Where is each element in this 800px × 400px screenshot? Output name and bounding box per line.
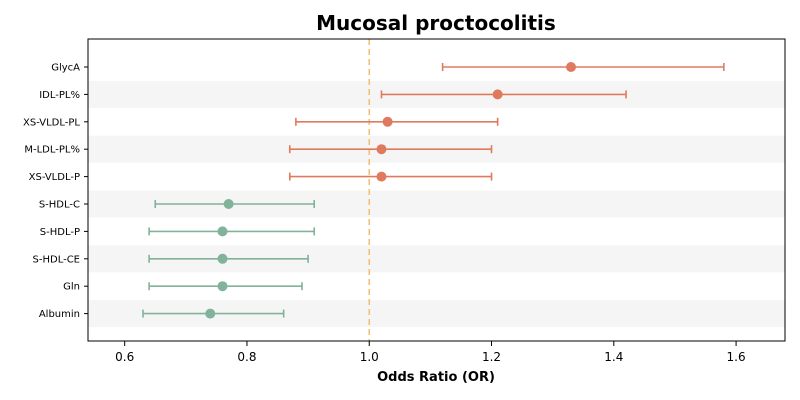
- forest-row: [288, 144, 493, 155]
- forest-row: [295, 116, 499, 127]
- y-tick-label: S-HDL-P: [40, 227, 80, 238]
- x-tick-label: 1.4: [604, 350, 623, 364]
- x-axis-ticks: 0.6 0.8 1.0 1.2 1.4 1.6: [115, 341, 746, 364]
- forest-row: [288, 171, 493, 182]
- forest-row: [142, 308, 285, 319]
- odds-ratio-point: [223, 199, 234, 209]
- odds-ratio-point: [382, 116, 393, 127]
- odds-ratio-point: [492, 89, 503, 100]
- forest-row: [148, 226, 316, 237]
- x-tick-label: 1.6: [727, 350, 746, 364]
- odds-ratio-point: [205, 308, 216, 319]
- x-tick-label: 1.0: [360, 350, 379, 364]
- x-tick-label: 0.6: [115, 350, 134, 364]
- y-tick-label: S-HDL-CE: [33, 254, 80, 265]
- forest-row: [148, 281, 303, 292]
- forest-row: [148, 253, 309, 264]
- y-tick-label: Gln: [63, 282, 80, 293]
- plot-frame: [87, 38, 786, 342]
- x-axis-label: Odds Ratio (OR): [377, 370, 495, 385]
- y-tick-label: Albumin: [39, 309, 80, 320]
- y-tick-label: XS-VLDL-P: [29, 172, 80, 183]
- forest-row: [441, 62, 725, 72]
- odds-ratio-point: [376, 171, 387, 182]
- forest-row: [380, 89, 627, 100]
- chart-title: Mucosal proctocolitis: [316, 11, 556, 35]
- y-tick-label: GlycA: [51, 63, 80, 74]
- y-tick-label: XS-VLDL-PL: [23, 117, 80, 128]
- y-axis-ticks: GlycA IDL-PL% XS-VLDL-PL M-LDL-PL% XS-VLDL-P…: [23, 63, 88, 320]
- y-tick-label: M-LDL-PL%: [24, 145, 80, 156]
- x-tick-label: 0.8: [237, 350, 256, 364]
- data-points: [142, 62, 725, 319]
- odds-ratio-point: [566, 62, 577, 72]
- odds-ratio-point: [217, 226, 228, 237]
- odds-ratio-point: [376, 144, 387, 155]
- y-tick-label: S-HDL-C: [39, 200, 80, 211]
- x-tick-label: 1.2: [482, 350, 501, 364]
- forest-row: [154, 199, 316, 209]
- y-tick-label: IDL-PL%: [39, 90, 80, 101]
- odds-ratio-point: [217, 253, 228, 264]
- odds-ratio-point: [217, 281, 228, 292]
